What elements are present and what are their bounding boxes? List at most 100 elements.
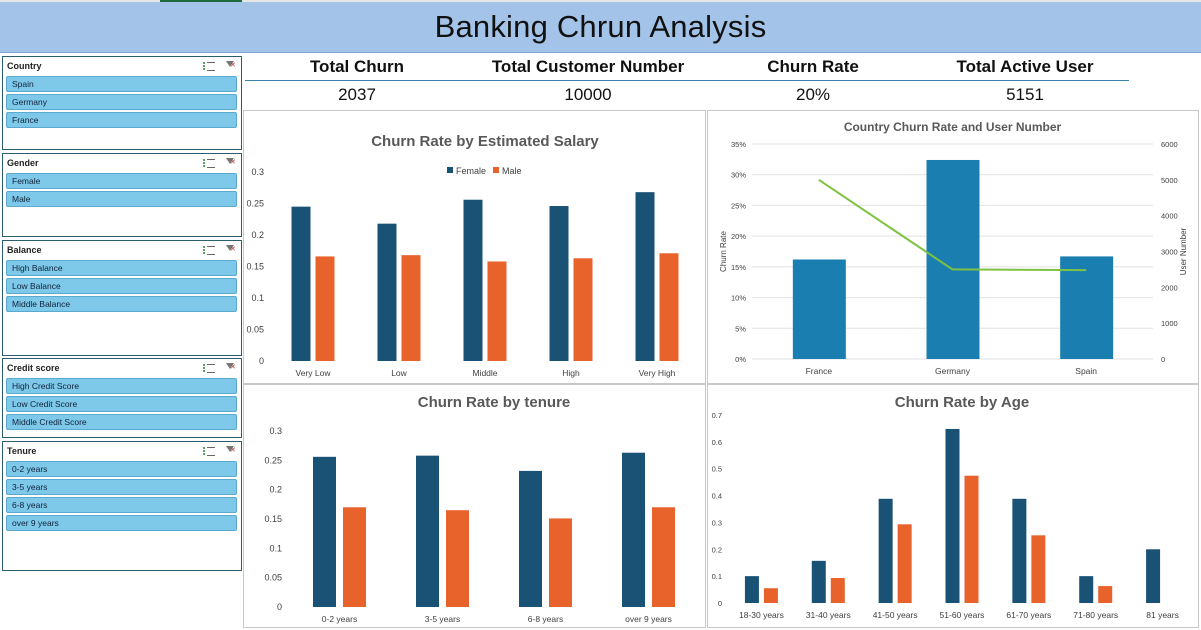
bar-female — [1079, 576, 1094, 603]
bar-female — [744, 576, 759, 603]
legend-label-male: Male — [502, 166, 522, 176]
x-tick-label: Very High — [639, 368, 676, 378]
bar-male — [964, 475, 979, 603]
slicer-item-high-credit[interactable]: High Credit Score — [6, 378, 237, 394]
bar-churn-rate — [1060, 256, 1114, 359]
y-tick-label: 0.25 — [264, 455, 282, 465]
bar-churn-rate — [926, 159, 980, 359]
slicer-credit-score[interactable]: Credit score High Credit Score Low Credi… — [2, 358, 242, 438]
y-tick-label: 0.05 — [264, 573, 282, 583]
slicer-title: Country — [7, 60, 42, 71]
multi-select-icon[interactable] — [203, 158, 215, 168]
x-tick-label: France — [806, 366, 833, 376]
x-tick-label: Spain — [1075, 366, 1097, 376]
slicer-item-male[interactable]: Male — [6, 191, 237, 207]
bar-female — [377, 223, 397, 361]
y-tick-label: 25% — [731, 201, 746, 210]
clear-filter-icon[interactable] — [225, 362, 237, 373]
slicer-title: Credit score — [7, 362, 60, 373]
slicer-item-middle-balance[interactable]: Middle Balance — [6, 296, 237, 312]
y2-tick-label: 3000 — [1161, 248, 1178, 257]
bar-male — [763, 588, 778, 603]
slicer-item-tenure-3-5[interactable]: 3-5 years — [6, 479, 237, 495]
kpi-total-churn-label: Total Churn — [309, 57, 405, 76]
line-user-number — [818, 179, 1087, 272]
bar-female — [291, 206, 311, 361]
legend-swatch-female — [447, 167, 453, 173]
sheet-tab-strip — [0, 0, 1201, 2]
multi-select-icon[interactable] — [203, 245, 215, 255]
slicer-item-female[interactable]: Female — [6, 173, 237, 189]
y2-tick-label: 6000 — [1161, 140, 1178, 149]
chart-salary[interactable]: Churn Rate by Estimated Salary 0 0.05 0.1 0.… — [243, 110, 706, 384]
slicer-item-spain[interactable]: Spain — [6, 76, 237, 92]
kpi-total-churn-value: 2037 — [338, 85, 376, 104]
kpi-churn-rate-value: 20% — [795, 85, 831, 104]
slicer-item-tenure-9plus[interactable]: over 9 years — [6, 515, 237, 531]
y-tick-label: 20% — [731, 232, 746, 241]
slicer-item-low-credit[interactable]: Low Credit Score — [6, 396, 237, 412]
slicer-tenure[interactable]: Tenure 0-2 years 3-5 years 6-8 years ove… — [2, 441, 242, 571]
bar-female — [416, 455, 439, 607]
x-tick-label: Germany — [935, 366, 971, 376]
bar-female — [463, 199, 483, 361]
slicer-item-tenure-6-8[interactable]: 6-8 years — [6, 497, 237, 513]
y-tick-label: 0.15 — [264, 514, 282, 524]
chart-title: Churn Rate by tenure — [418, 394, 571, 411]
y-tick-label: 0.15 — [246, 262, 264, 272]
legend-swatch-male — [493, 167, 499, 173]
slicer-item-germany[interactable]: Germany — [6, 94, 237, 110]
title-banner: Banking Chrun Analysis — [0, 2, 1201, 53]
x-tick-label: 31-40 years — [806, 610, 851, 620]
y-tick-label: 0.2 — [712, 545, 722, 554]
x-tick-label: High — [562, 368, 580, 378]
y-tick-label: 15% — [731, 263, 746, 272]
y-tick-label: 0.1 — [269, 543, 282, 553]
slicer-gender[interactable]: Gender Female Male — [2, 153, 242, 237]
bar-female — [549, 206, 569, 361]
slicer-item-high-balance[interactable]: High Balance — [6, 260, 237, 276]
slicer-balance[interactable]: Balance High Balance Low Balance Middle … — [2, 240, 242, 356]
clear-filter-icon[interactable] — [225, 244, 237, 255]
chart-tenure[interactable]: Churn Rate by tenure 0 0.05 0.1 0.15 0.2 0.25 0… — [243, 384, 706, 628]
kpi-active-user-label: Total Active User — [956, 57, 1094, 76]
y2-axis-label: User Number — [1179, 227, 1188, 275]
y-tick-label: 10% — [731, 294, 746, 303]
bar-female — [811, 560, 826, 603]
chart-age[interactable]: Churn Rate by Age 0 0.1 0.2 0.3 0.4 0.5 0.6 0.7 1… — [707, 384, 1199, 628]
multi-select-icon[interactable] — [203, 363, 215, 373]
clear-filter-icon[interactable] — [225, 445, 237, 456]
chart-country-svg: Country Churn Rate and User Number 0% 5% 10… — [719, 120, 1188, 376]
y-tick-label: 0.05 — [246, 325, 264, 335]
x-tick-label: 51-60 years — [940, 610, 985, 620]
bar-male — [830, 578, 845, 603]
chart-country[interactable]: Country Churn Rate and User Number 0% 5% 10… — [707, 110, 1199, 384]
bar-male — [549, 518, 572, 607]
bar-male — [897, 524, 912, 603]
clear-filter-icon[interactable] — [225, 157, 237, 168]
y2-tick-label: 4000 — [1161, 212, 1178, 221]
bar-female — [1146, 549, 1161, 603]
x-tick-label: 3-5 years — [425, 614, 460, 624]
slicer-title: Balance — [7, 244, 42, 255]
slicer-item-france[interactable]: France — [6, 112, 237, 128]
kpi-total-customers-value: 10000 — [564, 85, 612, 104]
slicer-item-tenure-0-2[interactable]: 0-2 years — [6, 461, 237, 477]
bar-male — [1098, 586, 1113, 603]
y-tick-label: 0 — [277, 602, 282, 612]
multi-select-icon[interactable] — [203, 61, 215, 71]
bar-female — [313, 456, 336, 607]
slicer-item-middle-credit[interactable]: Middle Credit Score — [6, 414, 237, 430]
x-tick-label: 71-80 years — [1073, 610, 1118, 620]
y-tick-label: 0.6 — [712, 438, 722, 447]
y-tick-label: 0.4 — [712, 492, 722, 501]
x-tick-label: Middle — [472, 368, 497, 378]
x-tick-label: 61-70 years — [1006, 610, 1051, 620]
slicer-country[interactable]: Country Spain Germany France — [2, 56, 242, 150]
slicer-item-low-balance[interactable]: Low Balance — [6, 278, 237, 294]
multi-select-icon[interactable] — [203, 446, 215, 456]
y-tick-label: 30% — [731, 171, 746, 180]
clear-filter-icon[interactable] — [225, 60, 237, 71]
y-tick-label: 0% — [735, 355, 746, 364]
